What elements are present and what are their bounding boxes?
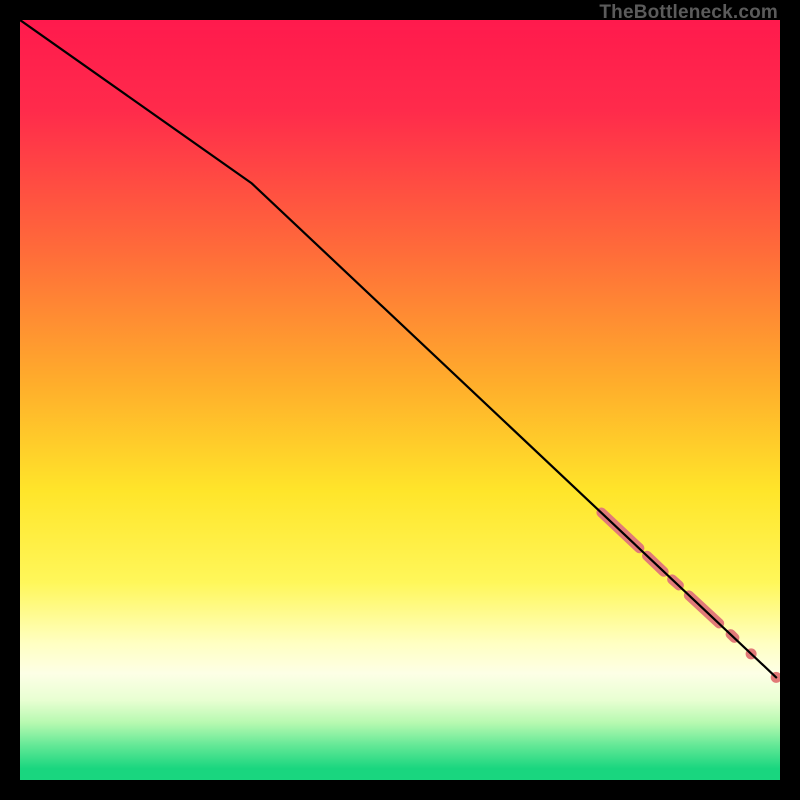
gradient-background [20,20,780,780]
watermark-label: TheBottleneck.com [599,2,778,24]
plot-area [20,20,780,780]
chart-frame: TheBottleneck.com [0,0,800,800]
chart-svg [20,20,780,780]
